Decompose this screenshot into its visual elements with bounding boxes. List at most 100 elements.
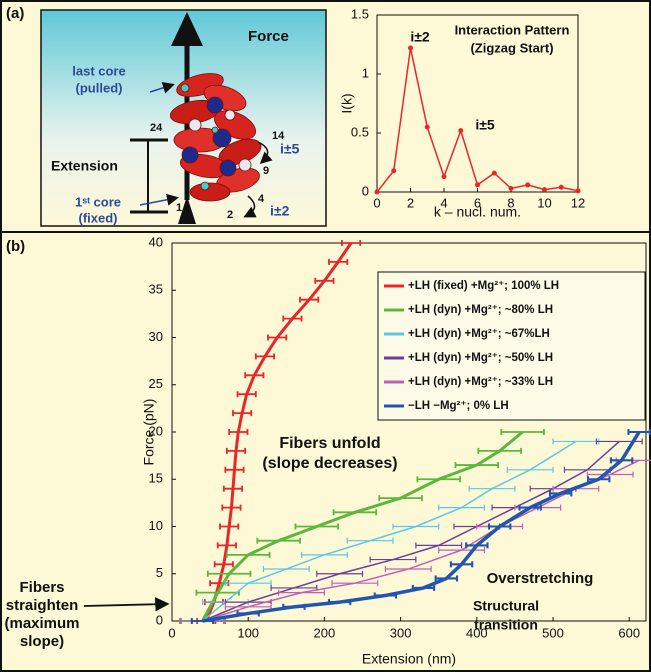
error-bar	[548, 490, 573, 497]
error-bar	[213, 561, 234, 568]
x-tick-label: 300	[390, 625, 412, 640]
error-bar	[219, 523, 240, 530]
error-bar	[416, 476, 461, 483]
x-tick-label: 0	[373, 195, 380, 210]
panel-label: (b)	[6, 238, 25, 255]
anchor	[178, 196, 196, 224]
error-bar	[327, 599, 352, 606]
annotation: straighten	[6, 597, 79, 614]
error-bar	[384, 566, 432, 573]
x-tick-label: 2	[407, 195, 414, 210]
error-bar	[369, 556, 417, 563]
error-bar	[346, 537, 394, 544]
force-label: Force	[248, 28, 289, 45]
error-bar	[282, 603, 306, 610]
annotation: transition	[474, 617, 538, 633]
error-bar	[477, 447, 522, 454]
data-point	[424, 124, 430, 130]
error-bar	[378, 495, 423, 502]
fiber	[169, 73, 262, 202]
x-tick-label: 12	[571, 195, 585, 210]
core-number: 14	[272, 130, 285, 142]
error-bar	[449, 561, 474, 568]
error-bar	[254, 353, 276, 360]
y-tick-label: 5	[156, 565, 163, 580]
error-bar	[314, 277, 335, 284]
error-bar	[328, 258, 349, 265]
y-tick-label: 25	[149, 376, 163, 391]
annotation: i±5	[475, 117, 495, 133]
first-core-label: 1ˢᵗ core	[75, 194, 121, 209]
error-bar	[487, 523, 512, 530]
error-bar	[221, 504, 242, 511]
annotation: Overstretching	[487, 570, 594, 587]
annotation: Structural	[473, 598, 539, 614]
y-tick-label: 30	[149, 329, 163, 344]
x-tick-label: 0	[168, 625, 175, 640]
error-bar	[411, 584, 436, 591]
error-bar	[609, 457, 634, 464]
error-bar	[216, 542, 237, 549]
pointer	[149, 82, 175, 94]
x-axis-label: Extension (nm)	[362, 651, 456, 667]
illustration: Force last core (pulled) Extension 1ˢᵗ c…	[40, 9, 327, 227]
error-bar	[465, 542, 489, 549]
chart-title: (Zigzag Start)	[470, 40, 553, 55]
core-number: 2	[227, 209, 233, 221]
error-bar	[438, 504, 486, 511]
core-number: 1	[176, 202, 182, 214]
legend-box	[377, 271, 646, 421]
step-arrow	[257, 141, 273, 165]
error-bar	[232, 410, 253, 417]
annotation: (slope decreases)	[262, 455, 397, 472]
error-bar	[316, 570, 364, 577]
error-bar	[300, 551, 348, 558]
legend: +LH (fixed) +Mg²⁺; 100% LH +LH (dyn) +Mg²…	[377, 271, 646, 421]
error-bar	[392, 523, 440, 530]
x-axis-label: k – nucl. num.	[434, 204, 521, 220]
data-point	[575, 188, 581, 194]
error-bar	[236, 391, 257, 398]
error-bar	[468, 485, 516, 492]
error-bar	[236, 610, 260, 617]
data-point	[458, 128, 464, 134]
error-bar	[506, 466, 554, 473]
error-bar	[262, 566, 310, 573]
annotation: Fibers unfold	[279, 435, 380, 452]
x-tick-label: 6	[474, 195, 481, 210]
y-tick-label: 0	[362, 183, 369, 198]
first-core-label: (fixed)	[79, 210, 118, 225]
last-core-label: (pulled)	[76, 80, 123, 95]
error-bar	[627, 429, 651, 435]
y-tick-label: 1	[362, 65, 369, 80]
data-point	[408, 45, 413, 51]
error-bar	[282, 315, 303, 322]
annotation: Fibers	[19, 579, 64, 596]
error-bar	[294, 523, 340, 530]
error-bar	[332, 509, 378, 516]
data-point	[508, 185, 514, 191]
data-point	[491, 170, 497, 176]
y-axis-label: Force (pN)	[141, 399, 157, 466]
error-bar	[224, 466, 245, 473]
error-bar	[454, 462, 500, 469]
x-tick-label: 500	[542, 625, 564, 640]
data-point	[558, 184, 564, 190]
annotation: slope)	[20, 633, 64, 650]
chart-title: Interaction Pattern	[455, 22, 570, 37]
data-point	[374, 189, 380, 195]
error-bar	[373, 592, 398, 599]
annotation: (maximum	[4, 615, 79, 632]
error-bar	[299, 296, 320, 303]
error-bar	[228, 429, 249, 435]
data-point	[542, 187, 547, 193]
y-tick-label: 35	[149, 282, 163, 297]
error-bar	[434, 575, 459, 582]
annotation: i±2	[410, 29, 430, 45]
data-point	[525, 182, 531, 188]
legend-label: +LH (fixed) +Mg²⁺; 100% LH	[408, 280, 559, 292]
legend-label: +LH (dyn) +Mg²⁺; ~50% LH	[408, 352, 553, 364]
error-bar	[438, 547, 486, 554]
force-arrowhead	[171, 12, 203, 46]
error-bar	[206, 570, 252, 577]
